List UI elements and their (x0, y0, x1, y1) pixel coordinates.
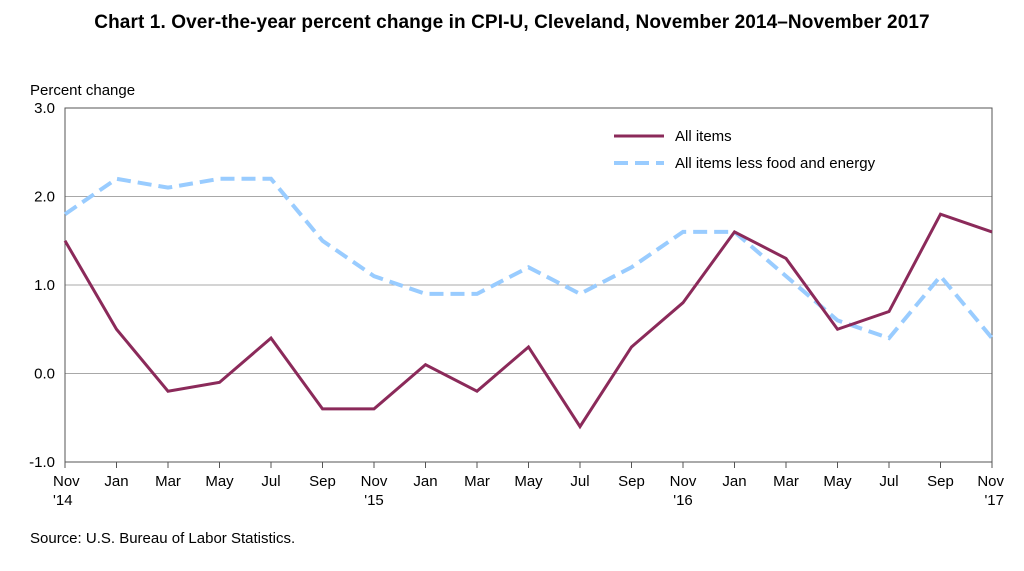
x-tick-year-label: '16 (673, 492, 693, 509)
x-tick-label: Nov (53, 473, 80, 490)
y-axis-label: Percent change (30, 82, 135, 99)
y-tick-label: 1.0 (34, 277, 55, 294)
y-tick-label: 2.0 (34, 189, 55, 206)
y-tick-label: 3.0 (34, 100, 55, 117)
x-tick-label: May (205, 473, 234, 490)
x-tick-label: May (514, 473, 543, 490)
axes: 3.0 2.0 1.0 0.0 -1.0 Nov '14 Jan Mar May Jul Sep Nov… (29, 100, 1004, 509)
x-tick-year-label: '15 (364, 492, 384, 509)
x-tick-label: Mar (464, 473, 490, 490)
legend: All items All items less food and energy (614, 128, 876, 172)
chart-title: Chart 1. Over-the-year percent change in… (94, 12, 930, 33)
x-tick-label: Sep (927, 473, 954, 490)
x-tick-label: Jul (570, 473, 589, 490)
y-tick-label: 0.0 (34, 366, 55, 383)
series-line-all-items (63, 212, 993, 430)
x-tick-label: Nov (977, 473, 1004, 490)
x-tick-label: May (823, 473, 852, 490)
x-tick-label: Nov (670, 473, 697, 490)
x-tick-year-label: '17 (984, 492, 1004, 509)
x-tick-label: Jul (261, 473, 280, 490)
gridlines (65, 196, 992, 374)
x-tick-year-label: '14 (53, 492, 73, 509)
x-tick-label: Jul (879, 473, 898, 490)
x-tick-label: Sep (618, 473, 645, 490)
x-tick-label: Jan (722, 473, 746, 490)
series-lines (63, 176, 994, 430)
source-note: Source: U.S. Bureau of Labor Statistics. (30, 530, 296, 547)
x-tick-label: Nov (361, 473, 388, 490)
series-line-all-items-less-food-and-energy (63, 176, 994, 341)
y-tick-label: -1.0 (29, 454, 55, 471)
x-tick-label: Jan (413, 473, 437, 490)
legend-label: All items less food and energy (675, 155, 876, 172)
x-tick-label: Mar (155, 473, 181, 490)
x-tick-label: Mar (773, 473, 799, 490)
legend-label: All items (675, 128, 732, 145)
x-tick-label: Sep (309, 473, 336, 490)
x-tick-label: Jan (104, 473, 128, 490)
